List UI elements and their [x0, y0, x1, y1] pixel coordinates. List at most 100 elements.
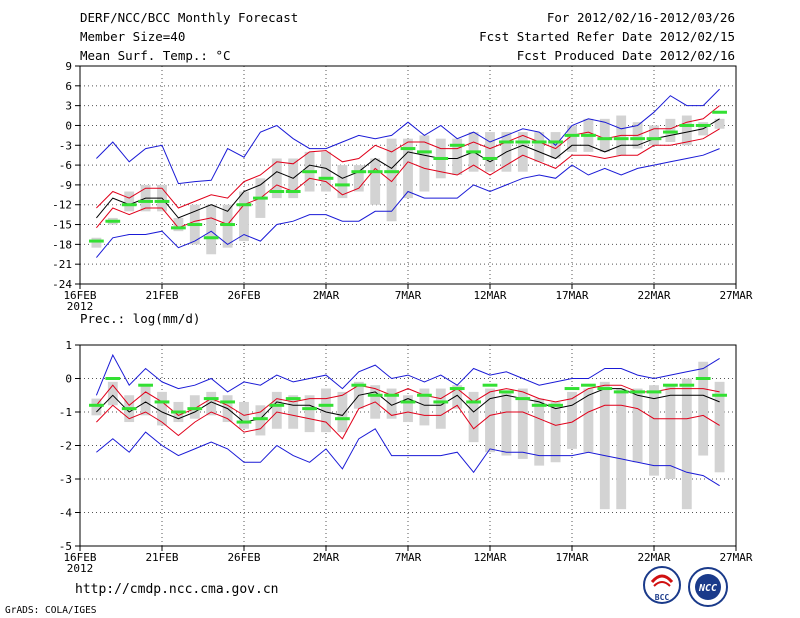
- ensemble-box: [534, 398, 545, 466]
- precip-title: Prec.: log(mm/d): [80, 311, 201, 326]
- median-marker: [203, 236, 219, 240]
- source-url[interactable]: http://cmdp.ncc.cma.gov.cn: [75, 582, 279, 597]
- x-tick-label: 17MAR: [555, 289, 588, 302]
- ensemble-box: [271, 391, 282, 429]
- x-tick-label: 26FEB: [227, 551, 260, 564]
- ensemble-box: [599, 381, 610, 510]
- ensemble-box: [485, 132, 495, 172]
- median-marker: [663, 130, 678, 134]
- member-size: Member Size=40: [80, 29, 186, 44]
- median-marker: [597, 387, 613, 391]
- median-marker: [367, 170, 383, 174]
- ensemble-box: [353, 165, 364, 192]
- ensemble-box: [567, 125, 577, 152]
- ensemble-box: [681, 115, 692, 146]
- ensemble-box: [140, 385, 151, 416]
- median-marker: [318, 176, 334, 180]
- median-marker: [417, 150, 432, 154]
- y-tick-label: 9: [65, 60, 72, 73]
- x-tick-label: 22MAR: [637, 551, 670, 564]
- ncc-logo-text: NCC: [698, 583, 717, 594]
- median-marker: [531, 140, 547, 144]
- x-tick-label: 27MAR: [719, 551, 752, 564]
- ensemble-box: [599, 118, 610, 152]
- median-marker: [253, 417, 268, 421]
- ensemble-box: [435, 388, 446, 429]
- variable-label: Mean Surf. Temp.: °C: [80, 48, 231, 63]
- median-marker: [384, 393, 399, 397]
- median-marker: [564, 133, 580, 137]
- y-tick-label: 6: [65, 80, 72, 93]
- median-marker: [121, 203, 137, 207]
- y-tick-label: -4: [59, 507, 73, 520]
- ensemble-box: [452, 138, 463, 175]
- y-tick-label: -24: [52, 278, 72, 291]
- ensemble-box: [91, 398, 102, 416]
- median-marker: [89, 239, 104, 243]
- x-tick-label: 7MAR: [395, 551, 422, 564]
- median-marker: [564, 387, 580, 391]
- median-marker: [449, 143, 465, 147]
- x-tick-label: 2MAR: [313, 551, 340, 564]
- lower-spread-line: [96, 401, 720, 440]
- ncc-logo: NCC: [688, 567, 728, 607]
- median-marker: [515, 397, 531, 401]
- median-marker: [499, 390, 514, 394]
- median-marker: [400, 400, 416, 404]
- forecast-period: For 2012/02/16-2012/03/26: [546, 10, 735, 25]
- x-tick-label: 16FEB: [63, 289, 96, 302]
- median-marker: [285, 397, 301, 401]
- ensemble-box: [386, 388, 397, 419]
- median-marker: [236, 203, 252, 207]
- ensemble-box: [485, 388, 495, 453]
- median-marker: [269, 190, 285, 194]
- ensemble-box: [173, 217, 184, 232]
- median-marker: [335, 183, 350, 187]
- ensemble-box: [107, 381, 118, 406]
- median-marker: [138, 199, 153, 203]
- upper-spread-line: [96, 105, 720, 209]
- median-marker: [695, 377, 711, 380]
- y-tick-label: 0: [65, 373, 72, 386]
- median-marker: [400, 147, 416, 151]
- y-tick-label: -9: [59, 179, 72, 192]
- grads-credit: GrADS: COLA/IGES: [5, 605, 97, 616]
- x-tick-label: 16FEB: [63, 551, 96, 564]
- median-marker: [105, 219, 121, 223]
- median-marker: [679, 383, 695, 387]
- median-marker: [105, 377, 121, 380]
- ensemble-box: [321, 151, 331, 192]
- ensemble-box: [649, 385, 659, 476]
- ensemble-box: [403, 138, 413, 199]
- x-tick-label: 22MAR: [637, 289, 670, 302]
- ensemble-box: [681, 378, 692, 510]
- ensemble-box: [452, 385, 463, 409]
- median-marker: [679, 123, 695, 127]
- y-tick-label: 3: [65, 100, 72, 113]
- median-marker: [482, 156, 498, 160]
- median-marker: [89, 403, 104, 407]
- ensemble-box: [517, 388, 528, 459]
- max-line: [95, 353, 720, 396]
- x-tick-label: 7MAR: [395, 289, 422, 302]
- median-marker: [154, 199, 170, 203]
- x-tick-label: 27MAR: [719, 289, 752, 302]
- ensemble-box: [386, 138, 397, 222]
- median-marker: [466, 400, 481, 404]
- median-marker: [253, 196, 268, 200]
- ensemble-box: [403, 395, 413, 423]
- median-marker: [663, 383, 678, 387]
- x-tick-sublabel: 2012: [67, 300, 94, 313]
- median-marker: [138, 383, 153, 387]
- y-tick-label: -5: [59, 540, 72, 553]
- x-tick-sublabel: 2012: [67, 562, 94, 575]
- ensemble-box: [698, 361, 709, 456]
- ensemble-box: [206, 204, 217, 255]
- bcc-logo: BCC: [643, 566, 681, 604]
- ensemble-box: [321, 388, 331, 433]
- median-marker: [335, 417, 350, 421]
- ensemble-box: [157, 391, 167, 426]
- max-line: [96, 88, 720, 185]
- median-marker: [302, 170, 317, 174]
- ensemble-box: [337, 165, 348, 199]
